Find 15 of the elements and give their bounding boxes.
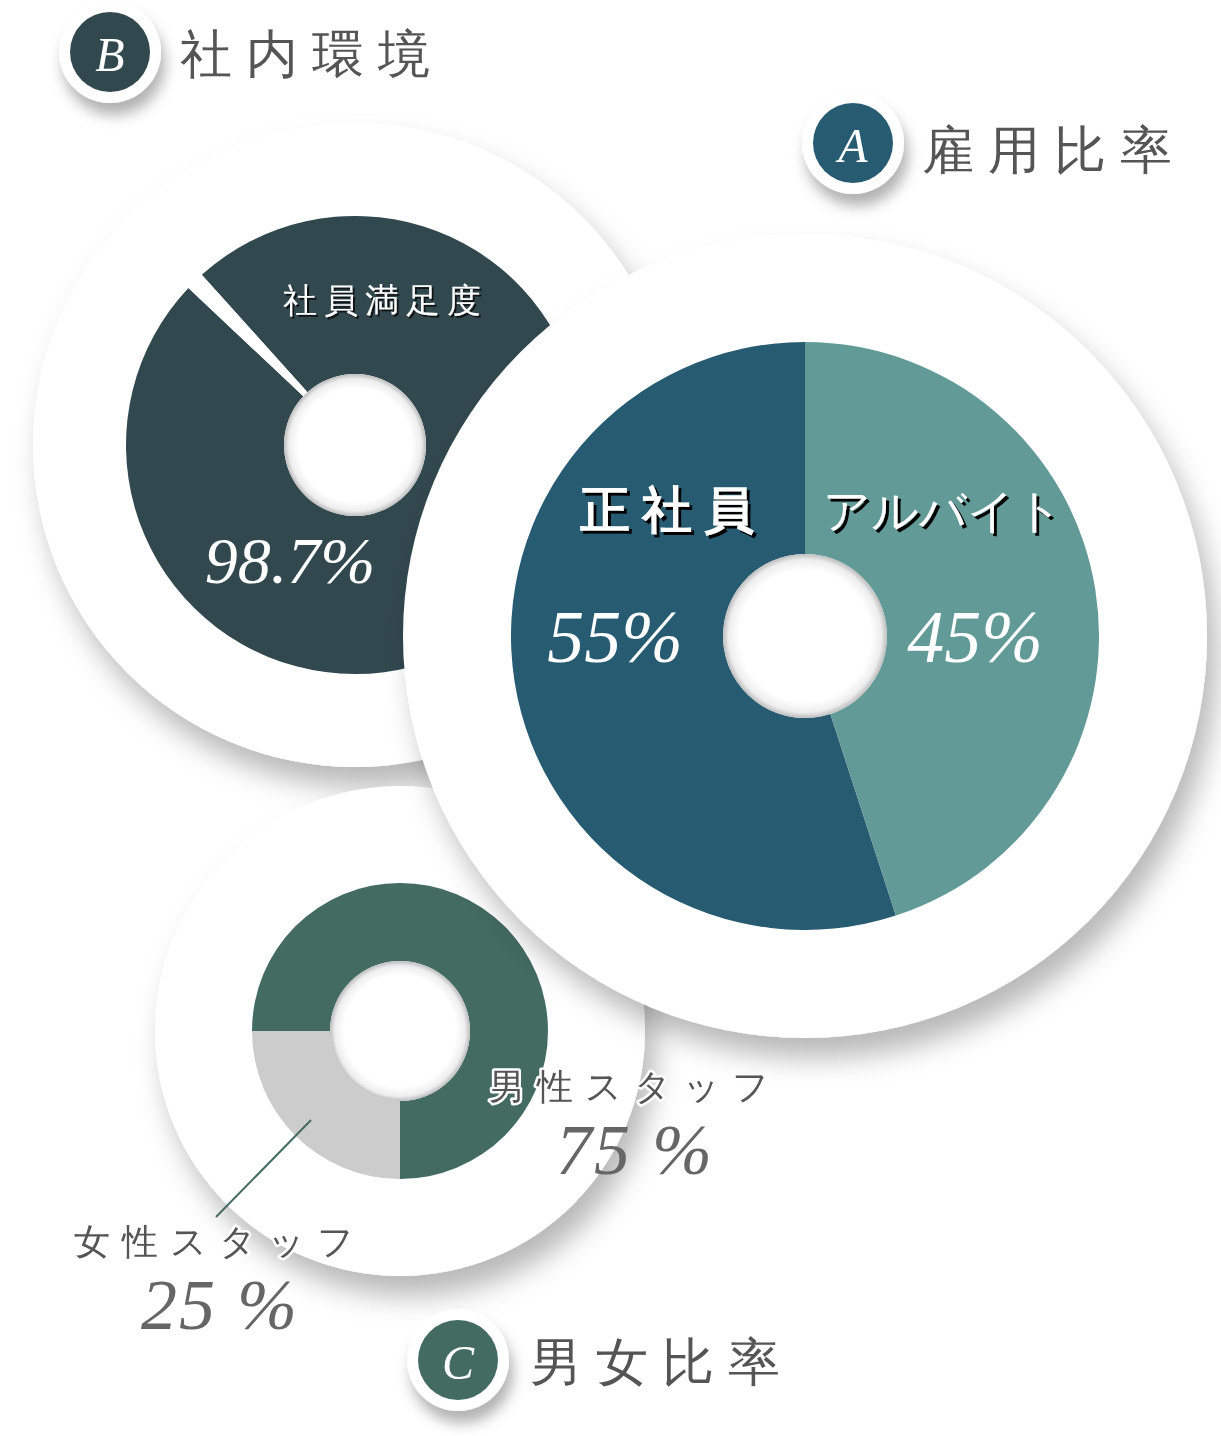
slice-label: 男性スタッフ: [489, 1065, 781, 1107]
slice-label: アルバイト: [823, 482, 1063, 538]
chart-title: 男女比率: [530, 1332, 794, 1392]
data-label: 75 %: [556, 1110, 714, 1190]
data-label: 25 %: [141, 1265, 299, 1345]
chart-title: 雇用比率: [922, 120, 1186, 180]
slice-label: 女性スタッフ: [74, 1220, 366, 1262]
slice-label: 正社員: [580, 481, 766, 539]
badge-letter: B: [95, 27, 125, 81]
chart-title: 社内環境: [180, 24, 444, 84]
badge-letter: C: [442, 1335, 474, 1389]
data-label: 55%: [547, 596, 683, 678]
data-label: 45%: [907, 596, 1043, 678]
data-label: 98.7%: [204, 523, 376, 597]
slice-label: 社員満足度: [282, 280, 488, 320]
